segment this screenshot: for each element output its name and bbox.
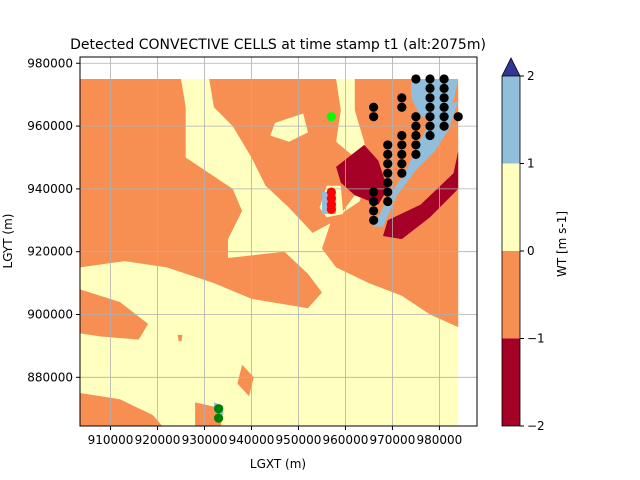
- y-axis-label: LGYT (m): [1, 214, 15, 269]
- cell-marker-0-14: [411, 121, 421, 131]
- cell-marker-0-24: [397, 149, 407, 159]
- y-tick-label-5: 980000: [27, 56, 73, 70]
- colorbar-band-2: [502, 163, 520, 251]
- axes-frame: [79, 56, 478, 427]
- x-tick-label-2: 930000: [182, 433, 228, 447]
- x-tick-label-7: 980000: [417, 433, 463, 447]
- contour-region-12: [383, 151, 459, 240]
- cell-marker-0-27: [383, 159, 393, 169]
- cell-marker-0-7: [425, 102, 435, 112]
- x-tick-label-0: 910000: [88, 433, 134, 447]
- cell-marker-1-3: [326, 204, 336, 214]
- cell-marker-0-36: [369, 215, 379, 225]
- cell-marker-0-13: [439, 112, 449, 122]
- cell-marker-0-9: [397, 93, 407, 103]
- cell-marker-0-15: [425, 121, 435, 131]
- cell-marker-0-33: [369, 196, 379, 207]
- cell-marker-0-30: [383, 178, 393, 188]
- plot-area: 910000 920000 930000 940000 950000 960000 9700…: [27, 56, 478, 447]
- cell-marker-0-0: [411, 74, 421, 84]
- cell-marker-0-37: [369, 102, 379, 112]
- cell-marker-0-39: [453, 112, 463, 122]
- chart-title: Detected CONVECTIVE CELLS at time stamp …: [70, 37, 486, 53]
- contour-region-0: [80, 79, 322, 309]
- y-tick-label-2: 920000: [27, 245, 73, 259]
- colorbar-tick-label-3: 1: [527, 157, 535, 171]
- cell-marker-3-1: [213, 413, 224, 423]
- cell-marker-0-10: [397, 102, 407, 112]
- cell-marker-0-20: [411, 140, 421, 150]
- cell-marker-2-0: [326, 112, 336, 122]
- contour-region-6: [237, 364, 254, 397]
- x-tick-label-1: 920000: [135, 433, 181, 447]
- cell-marker-0-23: [411, 149, 421, 159]
- y-tick-label-4: 960000: [27, 119, 73, 133]
- cell-marker-0-3: [425, 83, 435, 94]
- cell-marker-0-34: [383, 196, 393, 207]
- contour-regions: [80, 78, 459, 426]
- cell-marker-0-1: [425, 74, 435, 84]
- cell-marker-0-21: [397, 140, 407, 150]
- cell-marker-0-35: [369, 206, 379, 216]
- cell-marker-0-18: [425, 130, 435, 141]
- cell-marker-0-11: [411, 112, 421, 122]
- contour-region-7: [177, 334, 183, 342]
- cell-marker-0-8: [439, 102, 449, 112]
- grid-lines: [80, 57, 477, 426]
- cell-marker-0-19: [397, 130, 407, 141]
- x-axis-label: LGXT (m): [250, 457, 306, 471]
- cell-marker-0-38: [369, 112, 379, 122]
- y-axis-ticks: 880000 900000 920000 940000 960000 980000: [27, 56, 80, 384]
- cell-marker-3-0: [213, 404, 224, 414]
- cell-marker-0-22: [383, 140, 393, 150]
- cell-markers: [213, 74, 463, 423]
- cell-marker-0-26: [397, 159, 407, 169]
- y-tick-label-0: 880000: [27, 370, 73, 384]
- x-tick-label-3: 940000: [229, 433, 275, 447]
- y-tick-label-1: 900000: [27, 308, 73, 322]
- cell-marker-0-6: [439, 93, 449, 103]
- colorbar-tick-label-1: −1: [527, 332, 545, 346]
- colorbar-tick-label-0: −2: [527, 419, 545, 433]
- cell-marker-0-4: [439, 83, 449, 94]
- contour-region-1: [209, 79, 355, 233]
- cell-marker-0-31: [369, 187, 379, 197]
- colorbar-extend-max: [501, 57, 521, 77]
- contour-region-4: [80, 393, 163, 426]
- x-tick-label-6: 970000: [370, 433, 416, 447]
- cell-marker-0-32: [383, 187, 393, 197]
- x-axis-ticks: 910000 920000 930000 940000 950000 960000 9700…: [88, 426, 463, 447]
- cell-marker-0-12: [425, 112, 435, 122]
- colorbar-band-0: [502, 338, 520, 426]
- colorbar-band-3: [502, 76, 520, 164]
- cell-marker-0-25: [383, 149, 393, 159]
- colorbar-tick-label-4: 2: [527, 69, 535, 83]
- y-tick-label-3: 940000: [27, 182, 73, 196]
- colorbar-label: WT [m s-1]: [555, 211, 569, 277]
- colorbar: −2 −1 0 1 2: [501, 57, 545, 433]
- cell-marker-0-2: [439, 74, 449, 84]
- contour-region-9: [218, 163, 252, 186]
- x-tick-label-4: 950000: [276, 433, 322, 447]
- cell-marker-0-17: [411, 130, 421, 141]
- cell-marker-0-16: [439, 121, 449, 131]
- x-tick-label-5: 960000: [323, 433, 369, 447]
- cell-marker-0-5: [425, 93, 435, 103]
- colorbar-band-1: [502, 251, 520, 339]
- contour-region-14: [373, 101, 459, 227]
- colorbar-tick-label-2: 0: [527, 244, 535, 258]
- cell-marker-0-29: [383, 168, 393, 178]
- cell-marker-0-28: [397, 168, 407, 178]
